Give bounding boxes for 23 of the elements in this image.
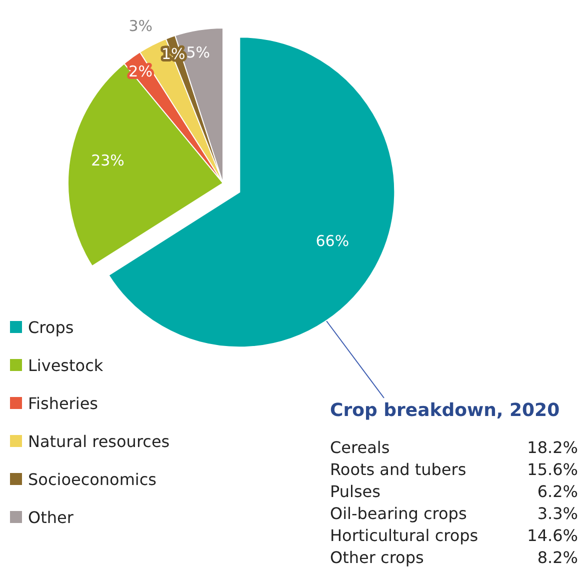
category-label: Roots and tubers bbox=[330, 459, 466, 481]
data-label: 66% bbox=[316, 232, 350, 250]
text: 14.6% bbox=[527, 526, 578, 545]
category-label: Other crops bbox=[330, 547, 424, 569]
legend-label: Natural resources bbox=[28, 432, 170, 450]
text: 8.2% bbox=[537, 548, 578, 567]
category-label: Horticultural crops bbox=[330, 525, 478, 547]
text: 15.6% bbox=[527, 460, 578, 479]
text: Crop breakdown, 2020 bbox=[330, 400, 561, 421]
legend-label: Other bbox=[28, 508, 74, 526]
text: 18.2% bbox=[527, 438, 578, 457]
category-label: Pulses bbox=[330, 481, 380, 503]
text: 6.2% bbox=[537, 482, 578, 501]
legend-label: Crops bbox=[28, 318, 74, 336]
data-label: 23% bbox=[91, 152, 124, 170]
category-label: Cereals bbox=[330, 437, 390, 459]
legend-label: Fisheries bbox=[28, 394, 98, 412]
data-label: 3% bbox=[128, 17, 152, 36]
text: 3.3% bbox=[537, 504, 578, 523]
data-label: 5% bbox=[186, 43, 210, 62]
legend-label: Socioeconomics bbox=[28, 470, 156, 488]
legend-label: Livestock bbox=[28, 356, 104, 374]
category-label: Oil-bearing crops bbox=[330, 503, 467, 525]
